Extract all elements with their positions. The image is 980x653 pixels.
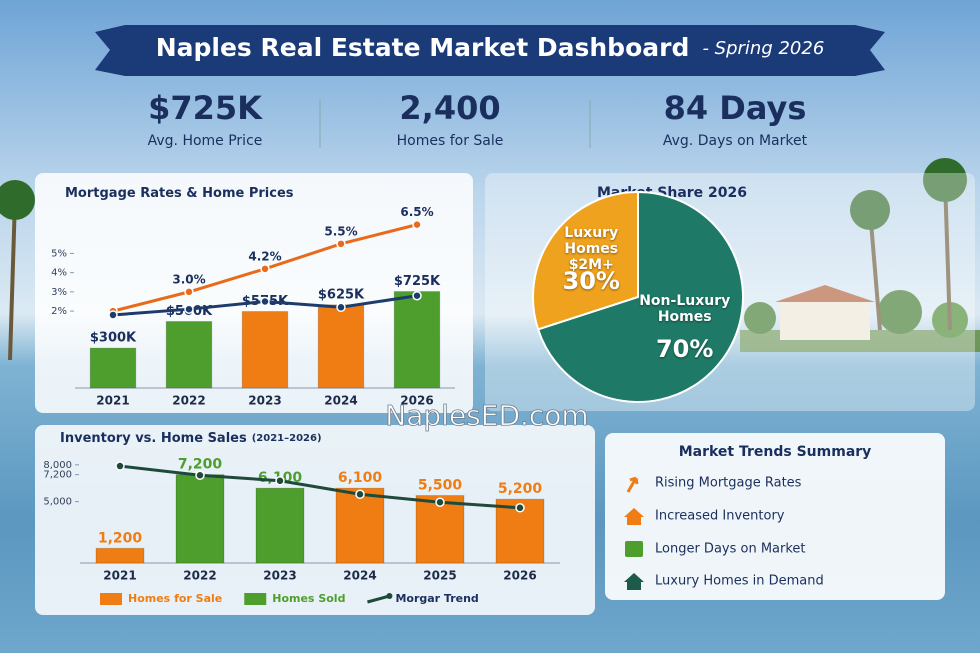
x-tick-label: 2024	[343, 569, 376, 583]
y-tick-label: 5,000	[43, 497, 72, 508]
value-label: 3.0%	[172, 272, 205, 286]
icon	[625, 541, 643, 557]
legend-swatch	[100, 593, 122, 605]
x-tick-label: 2023	[248, 394, 281, 408]
legend-label: Homes Sold	[272, 592, 345, 605]
pie-value: 30%	[562, 267, 620, 296]
bar	[335, 487, 385, 564]
legend-label: Homes for Sale	[128, 592, 222, 605]
icon	[624, 508, 644, 525]
scenery	[0, 158, 980, 361]
point	[412, 290, 422, 301]
bar	[165, 320, 213, 389]
y-tick-label: 7,200	[43, 470, 72, 481]
x-tick-label: 2023	[263, 569, 296, 583]
x-tick-label: 2026	[400, 394, 433, 408]
kpi-label: Homes for Sale	[397, 133, 504, 149]
kpi-label: Avg. Home Price	[148, 133, 263, 149]
trend-item: Longer Days on Market	[655, 542, 806, 557]
point	[336, 302, 346, 313]
title: Naples Real Estate Market Dashboard - Sp…	[156, 33, 825, 62]
x-tick-label: 2026	[503, 569, 536, 583]
point	[184, 304, 194, 314]
x-tick-label: 2025	[423, 569, 456, 583]
chart-title-text: Inventory vs. Home Sales	[60, 431, 247, 446]
title-sub: - Spring 2026	[702, 38, 824, 59]
value-label: $625K	[318, 287, 365, 302]
legend-swatch	[386, 593, 393, 599]
x-tick-label: 2022	[183, 569, 216, 583]
value-label: 7,200	[178, 457, 223, 473]
legend-swatch	[367, 594, 390, 604]
x-tick-label: 2021	[103, 569, 136, 583]
x-tick-label: 2021	[96, 394, 129, 408]
trends-title: Market Trends Summary	[679, 444, 872, 460]
bar	[241, 310, 289, 389]
watermark: NaplesED.com	[385, 399, 588, 432]
point	[435, 497, 445, 507]
value-label: 1,200	[98, 530, 143, 546]
chart-subtitle: (2021–2026)	[252, 433, 322, 444]
value-label: 4.2%	[248, 249, 281, 263]
bar	[89, 347, 137, 389]
point	[184, 287, 194, 297]
x-tick-label: 2022	[172, 394, 205, 408]
title-banner	[95, 25, 885, 76]
value-label: 5,500	[418, 478, 463, 494]
chart-title-text: Mortgage Rates & Home Prices	[65, 186, 294, 201]
value-label: 6,100	[338, 470, 383, 486]
title-main: Naples Real Estate Market Dashboard	[156, 33, 690, 62]
bar	[255, 487, 305, 564]
value-label: $725K	[394, 274, 441, 289]
chart-title: Mortgage Rates & Home Prices	[65, 186, 294, 201]
bar	[393, 291, 441, 389]
value-label: 6.5%	[400, 205, 433, 219]
point	[336, 239, 346, 249]
y-tick-label: 8,000	[43, 460, 72, 471]
y-tick-label: 4%	[51, 268, 67, 279]
legend-label: Morgar Trend	[395, 592, 478, 605]
y-tick-label: 5%	[51, 248, 67, 259]
point	[260, 264, 270, 274]
bar	[317, 304, 365, 389]
value-label: $300K	[90, 331, 137, 346]
value-label: 5,200	[498, 481, 543, 497]
legend-swatch	[244, 593, 267, 605]
point	[115, 461, 125, 471]
icon	[624, 573, 644, 590]
pie-value: 70%	[655, 334, 714, 363]
value-label: 5.5%	[324, 224, 357, 238]
trend-item: Increased Inventory	[655, 509, 785, 524]
trend-item: Rising Mortgage Rates	[655, 476, 802, 491]
pie-category: Non-Luxury Homes	[639, 292, 731, 325]
trend-item: Luxury Homes in Demand	[655, 574, 824, 589]
point	[260, 296, 270, 307]
point	[275, 476, 285, 486]
kpi-label: Avg. Days on Market	[663, 133, 808, 149]
point	[108, 310, 118, 320]
bar	[95, 547, 145, 564]
pie-category: Luxury Homes $2M+	[564, 225, 619, 274]
line	[119, 464, 521, 510]
y-tick-label: 3%	[51, 287, 67, 298]
point	[355, 489, 365, 500]
kpi-value: 2,400	[399, 89, 500, 127]
kpi-value: 84 Days	[664, 89, 807, 127]
pie-slice	[536, 190, 744, 403]
pie-slice	[532, 190, 639, 331]
kpi-value: $725K	[148, 89, 263, 127]
icon	[626, 476, 639, 493]
point	[412, 219, 422, 230]
chart-title: Inventory vs. Home Sales (2021–2026)	[60, 431, 322, 446]
point	[515, 503, 525, 513]
bar	[175, 474, 225, 564]
panel	[605, 433, 945, 600]
y-tick-label: 2%	[51, 306, 67, 317]
x-tick-label: 2024	[324, 394, 357, 408]
point	[195, 470, 205, 480]
